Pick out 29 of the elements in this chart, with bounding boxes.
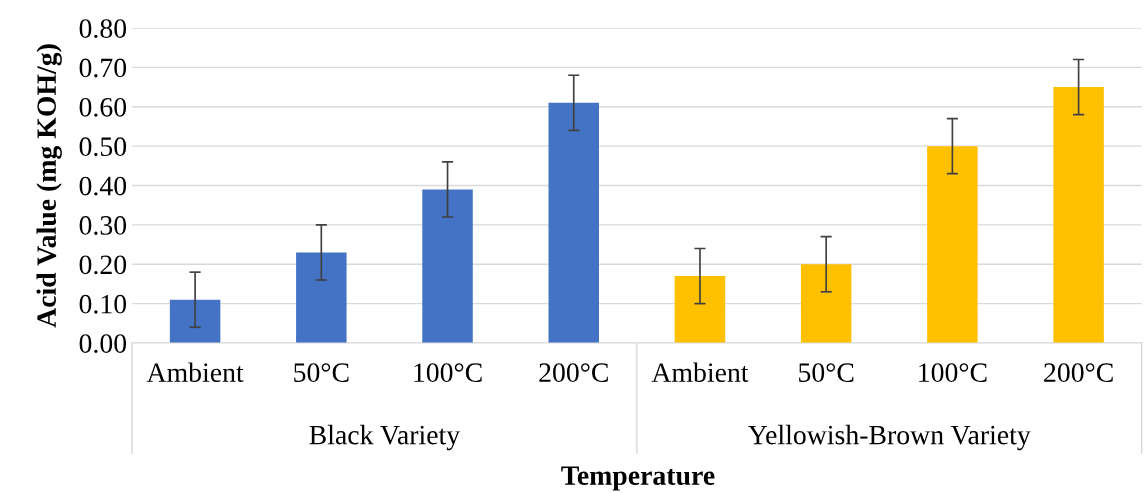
bar [674,276,726,343]
x-tick-label: 50°C [799,363,854,382]
bar [296,252,347,343]
text: Yellowish-Brown Variety [748,424,1031,451]
y-tick-label: 0.80 [79,19,127,39]
x-tick-label: 200°C [1044,363,1113,382]
y-tick-label: 0.50 [79,137,127,157]
bar [548,102,599,343]
text: Black Variety [309,424,461,451]
bar [169,299,221,343]
bar [800,264,852,343]
x-tick-label: 100°C [414,363,482,382]
x-tick-label: Ambient [651,362,749,382]
bar [927,146,978,343]
y-tick-label: 0.00 [79,334,127,354]
x-tick-label: 200°C [539,363,608,382]
x-axis-title: Temperature [561,466,715,491]
x-tick-label: Ambient [146,362,244,382]
y-axis-title: Acid Value (mg KOH/g) [36,44,62,328]
y-tick-label: 0.20 [79,255,127,275]
bar [422,189,473,343]
x-tick-label: 100°C [919,363,987,382]
y-tick-label: 0.40 [79,176,127,196]
y-tick-label: 0.70 [79,58,127,78]
x-tick-label: 50°C [294,363,349,382]
bar [1053,87,1104,343]
y-tick-label: 0.30 [79,216,127,235]
y-tick-label: 0.10 [79,294,127,314]
y-tick-label: 0.60 [79,97,127,117]
